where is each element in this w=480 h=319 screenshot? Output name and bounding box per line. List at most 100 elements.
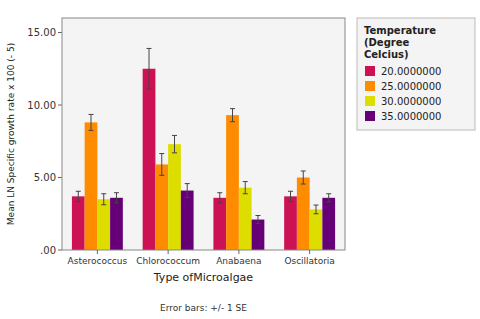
error-bar xyxy=(172,135,177,152)
x-tick xyxy=(97,250,98,254)
error-cap xyxy=(172,152,177,153)
error-cap xyxy=(101,204,106,205)
error-line xyxy=(91,114,92,130)
error-line xyxy=(187,184,188,198)
error-cap xyxy=(243,181,248,182)
error-bar xyxy=(313,205,318,214)
x-tick-label: Asterococcus xyxy=(68,256,128,266)
error-cap xyxy=(159,175,164,176)
error-cap xyxy=(185,197,190,198)
error-cap xyxy=(230,121,235,122)
y-axis-label: Mean LN Specific growth rate x 100 (- 5) xyxy=(6,43,16,225)
bar xyxy=(284,196,297,250)
bar xyxy=(297,178,310,251)
y-tick-label: 5.00 xyxy=(34,172,56,183)
error-cap xyxy=(313,213,318,214)
error-cap xyxy=(217,202,222,203)
x-tick xyxy=(238,250,239,254)
x-tick-label: Oscillatoria xyxy=(284,256,335,266)
bar xyxy=(239,188,252,250)
bar xyxy=(168,144,181,250)
error-line xyxy=(315,205,316,214)
legend-label: 30.0000000 xyxy=(381,96,441,107)
error-cap xyxy=(76,191,81,192)
error-cap xyxy=(326,201,331,202)
error-line xyxy=(245,182,246,194)
y-tick-label: 10.00 xyxy=(27,100,56,111)
error-cap xyxy=(114,192,119,193)
error-cap xyxy=(159,153,164,154)
error-cap xyxy=(89,130,94,131)
legend-title-line: Temperature xyxy=(364,25,436,36)
legend-frame xyxy=(357,18,475,130)
error-line xyxy=(78,191,79,201)
legend-swatch xyxy=(365,66,375,76)
error-cap xyxy=(101,193,106,194)
error-cap xyxy=(255,223,260,224)
error-cap xyxy=(313,205,318,206)
plot-background xyxy=(62,18,345,250)
error-line xyxy=(257,215,258,223)
y-tick xyxy=(58,32,62,33)
error-cap xyxy=(288,201,293,202)
error-line xyxy=(290,191,291,201)
error-bar xyxy=(185,184,190,198)
error-cap xyxy=(326,193,331,194)
legend: Temperature(DegreeCelcius) 20.0000000 25.0… xyxy=(357,18,475,130)
bar xyxy=(213,198,226,250)
legend-swatch xyxy=(365,111,375,121)
y-tick xyxy=(58,105,62,106)
error-line xyxy=(161,154,162,176)
error-bar xyxy=(301,171,306,184)
error-line xyxy=(303,171,304,184)
legend-swatch xyxy=(365,81,375,91)
error-cap xyxy=(147,89,152,90)
error-cap xyxy=(185,183,190,184)
legend-label: 25.0000000 xyxy=(381,81,441,92)
error-bar xyxy=(230,109,235,122)
error-bar xyxy=(114,193,119,203)
legend-title-line: (Degree xyxy=(364,37,410,48)
legend-swatch xyxy=(365,96,375,106)
bar xyxy=(72,196,85,250)
bar xyxy=(143,69,156,250)
bar xyxy=(85,122,98,250)
error-line xyxy=(174,135,175,152)
marks xyxy=(72,48,335,250)
x-tick-label: Chlorococcum xyxy=(136,256,200,266)
chart: .005.0010.0015.00AsterococcusChlorococcu… xyxy=(0,0,480,319)
error-cap xyxy=(288,191,293,192)
error-cap xyxy=(301,170,306,171)
legend-label: 20.0000000 xyxy=(381,66,441,77)
bar xyxy=(322,198,335,250)
error-bar xyxy=(147,48,152,89)
bar xyxy=(155,164,168,250)
error-line xyxy=(149,48,150,89)
bar xyxy=(226,115,239,250)
error-bar xyxy=(255,215,260,223)
plot-frame xyxy=(62,18,345,250)
x-tick xyxy=(168,250,169,254)
x-axis-label: Type ofMicroalgae xyxy=(153,271,253,284)
x-tick-label: Anabaena xyxy=(216,256,261,266)
error-bar xyxy=(89,114,94,130)
error-cap xyxy=(147,48,152,49)
bar xyxy=(181,191,194,250)
error-cap xyxy=(172,135,177,136)
error-cap xyxy=(230,108,235,109)
error-cap xyxy=(217,192,222,193)
error-bar xyxy=(217,193,222,203)
error-cap xyxy=(243,193,248,194)
error-bar xyxy=(288,191,293,201)
y-tick xyxy=(58,177,62,178)
legend-title-line: Celcius) xyxy=(364,49,409,60)
error-line xyxy=(232,109,233,122)
error-cap xyxy=(76,201,81,202)
error-cap xyxy=(255,215,260,216)
legend-label: 35.0000000 xyxy=(381,111,441,122)
error-line xyxy=(328,194,329,202)
bar xyxy=(252,220,265,250)
error-cap xyxy=(301,184,306,185)
error-bar xyxy=(159,154,164,176)
bar xyxy=(310,209,323,250)
